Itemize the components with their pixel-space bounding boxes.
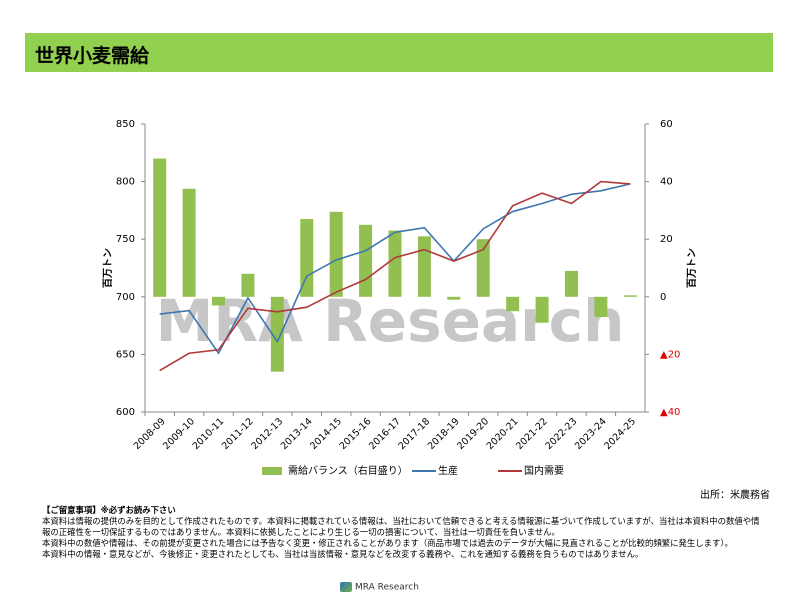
legend-label: 生産 [438, 464, 458, 477]
bar [300, 219, 314, 297]
footer-logo: MRA Research [340, 582, 419, 593]
bar [506, 296, 520, 312]
bar [564, 270, 578, 297]
y-tick-label: 800 [116, 177, 135, 188]
bar [270, 296, 284, 372]
note: 本資料は情報の提供のみを目的として作成されたものです。本資料に掲載されている情報… [42, 516, 760, 537]
page-title: 世界小麦需給 [35, 45, 150, 67]
bar [212, 296, 226, 306]
line [159, 183, 631, 355]
y2-tick-label: 60 [660, 119, 673, 130]
y2-tick-label: ▲40 [660, 407, 680, 418]
y-tick-label: 650 [116, 349, 135, 360]
logo-text: MRA Research [355, 582, 419, 593]
y-tick-label: 750 [116, 234, 135, 245]
bar [329, 211, 343, 297]
y2-tick-label: 0 [660, 292, 666, 303]
legend-label: 国内需要 [524, 464, 564, 477]
bar [594, 296, 608, 317]
legend-swatch [262, 467, 282, 475]
notes: 【ご留意事項】※必ずお読み下さい 本資料は情報の提供のみを目的として作成されたも… [42, 505, 762, 560]
bar [182, 188, 196, 297]
y2-tick-label: 20 [660, 234, 673, 245]
bar [476, 239, 490, 297]
watermark: MRA Research [156, 287, 625, 355]
legend-label: 需給バランス（右目盛り） [288, 464, 408, 477]
bar [447, 296, 461, 300]
y-axis-title: 百万トン [102, 248, 114, 288]
y2-axis-title: 百万トン [686, 248, 698, 288]
note: 本資料中の情報・意見などが、今後修正・変更されたとしても、当社は当該情報・意見な… [42, 549, 644, 559]
bar [623, 295, 637, 297]
source: 出所：米農務省 [700, 490, 770, 501]
note: 本資料中の数値や情報は、その前提が変更された場合には予告なく変更・修正されること… [42, 538, 733, 548]
y-tick-label: 600 [116, 407, 135, 418]
bar [153, 158, 167, 297]
header-bar: 世界小麦需給 [25, 33, 773, 72]
bar [535, 296, 549, 323]
y2-tick-label: ▲20 [660, 349, 680, 360]
y2-tick-label: 40 [660, 177, 673, 188]
bar [388, 230, 402, 297]
line [159, 180, 631, 372]
notes-heading: 【ご留意事項】※必ずお読み下さい [42, 505, 176, 515]
bar [417, 236, 431, 297]
y-tick-label: 850 [116, 119, 135, 130]
bar [359, 224, 373, 297]
logo-icon [340, 582, 352, 592]
bar [241, 273, 255, 297]
x-tick-label: 2024-25 [602, 416, 638, 452]
y-tick-label: 700 [116, 292, 135, 303]
